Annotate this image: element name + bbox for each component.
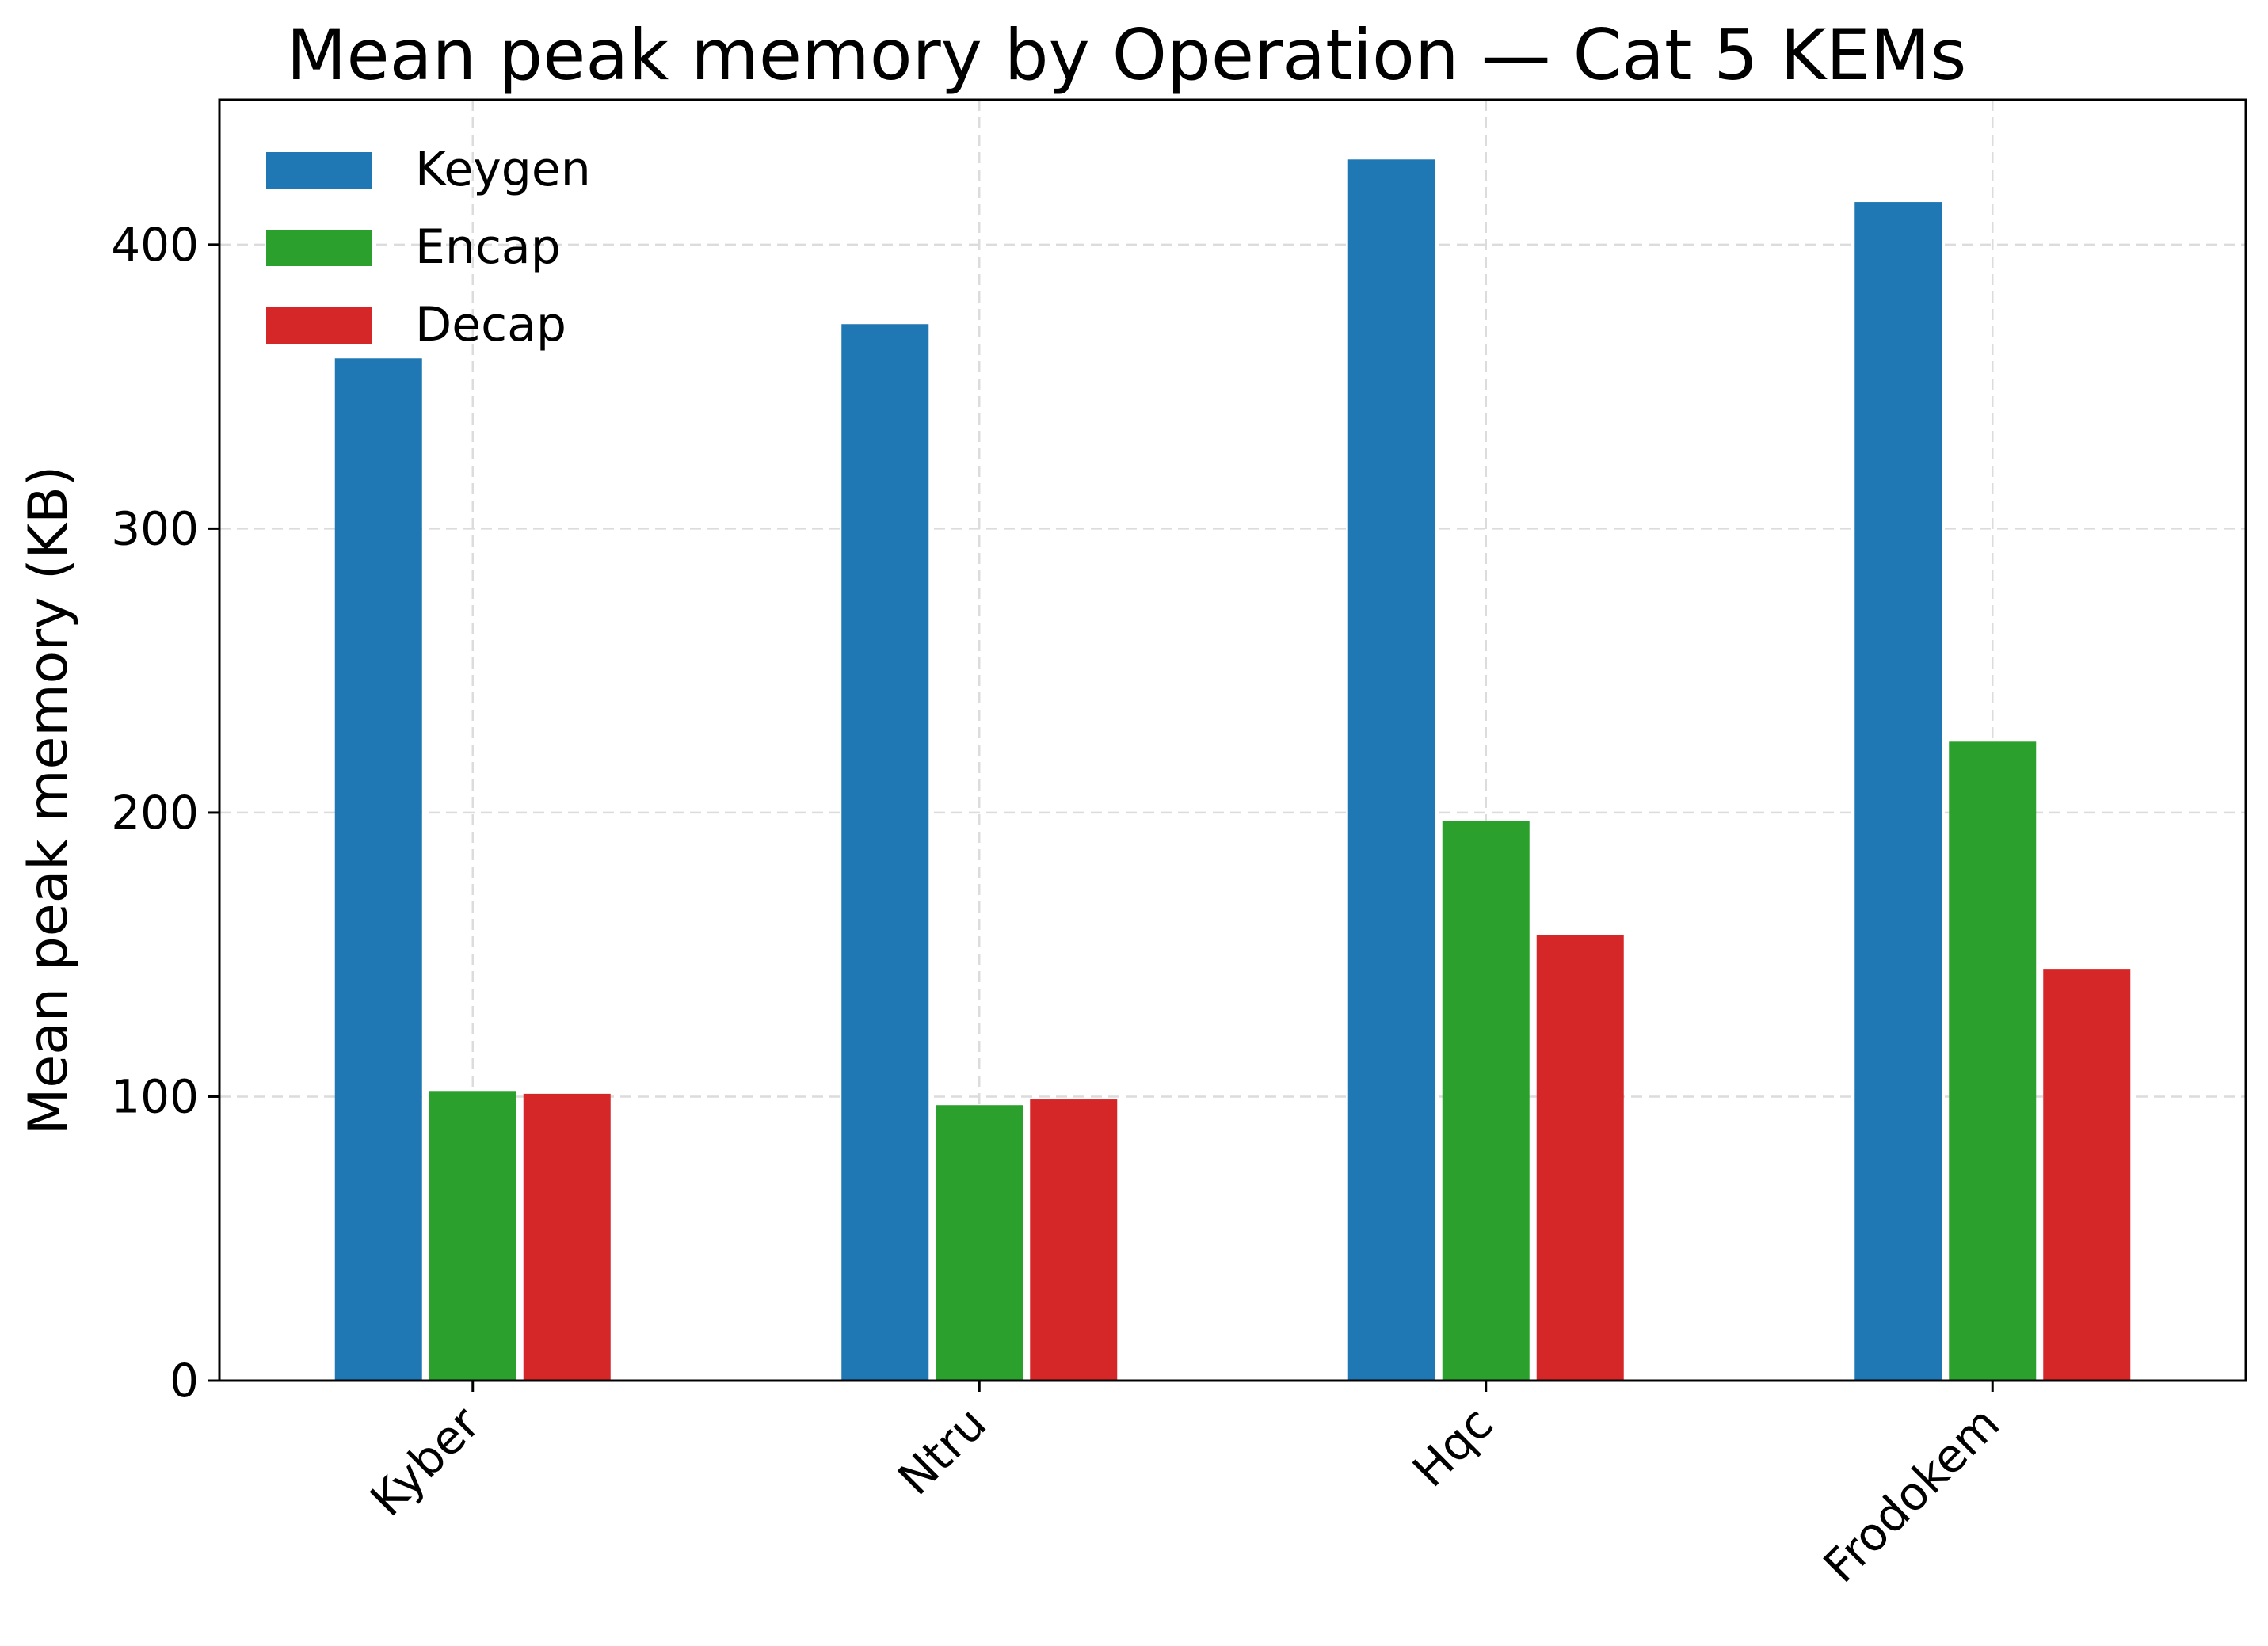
legend-swatch-encap [266,230,372,266]
legend-swatch-decap [266,307,372,344]
axes-layer [218,98,2247,1382]
grid-layer [219,100,2246,1381]
x-tick-label-kyber: Kyber [360,1396,490,1527]
x-tick-label-ntru: Ntru [887,1396,997,1506]
chart-title: Mean peak memory by Operation — Cat 5 KE… [287,14,1967,96]
bar-keygen-ntru [841,324,929,1381]
y-axis-ticks: 0 100 200 300 400 [111,218,219,1408]
legend-swatch-keygen [266,152,372,189]
legend-label-encap: Encap [415,219,561,275]
plot-frame [218,98,2247,1382]
y-tick-label-0: 0 [170,1354,199,1408]
bar-keygen-frodokem [1854,202,1942,1381]
y-tick-label-300: 300 [111,501,199,555]
y-axis-label: Mean peak memory (KB) [17,466,80,1135]
bar-decap-ntru [1030,1099,1118,1381]
bar-decap-kyber [523,1093,611,1381]
bar-encap-ntru [936,1105,1023,1381]
y-tick-label-400: 400 [111,218,199,272]
bar-decap-frodokem [2043,969,2131,1381]
x-tick-label-hqc: Hqc [1402,1396,1504,1498]
bar-encap-frodokem [1949,741,2037,1381]
y-tick-label-200: 200 [111,786,199,840]
legend-label-decap: Decap [415,297,566,352]
bar-encap-kyber [429,1091,516,1381]
x-axis-ticks: Kyber Ntru Hqc Frodokem [360,1381,2010,1593]
legend: Keygen Encap Decap [266,142,591,352]
y-tick-label-100: 100 [111,1069,199,1123]
bar-encap-hqc [1442,821,1530,1381]
legend-label-keygen: Keygen [415,142,591,197]
x-tick-label-frodokem: Frodokem [1813,1396,2010,1593]
bar-decap-hqc [1536,935,1624,1381]
bars-layer [334,159,2131,1381]
bar-keygen-kyber [334,358,422,1381]
bar-keygen-hqc [1347,159,1435,1381]
